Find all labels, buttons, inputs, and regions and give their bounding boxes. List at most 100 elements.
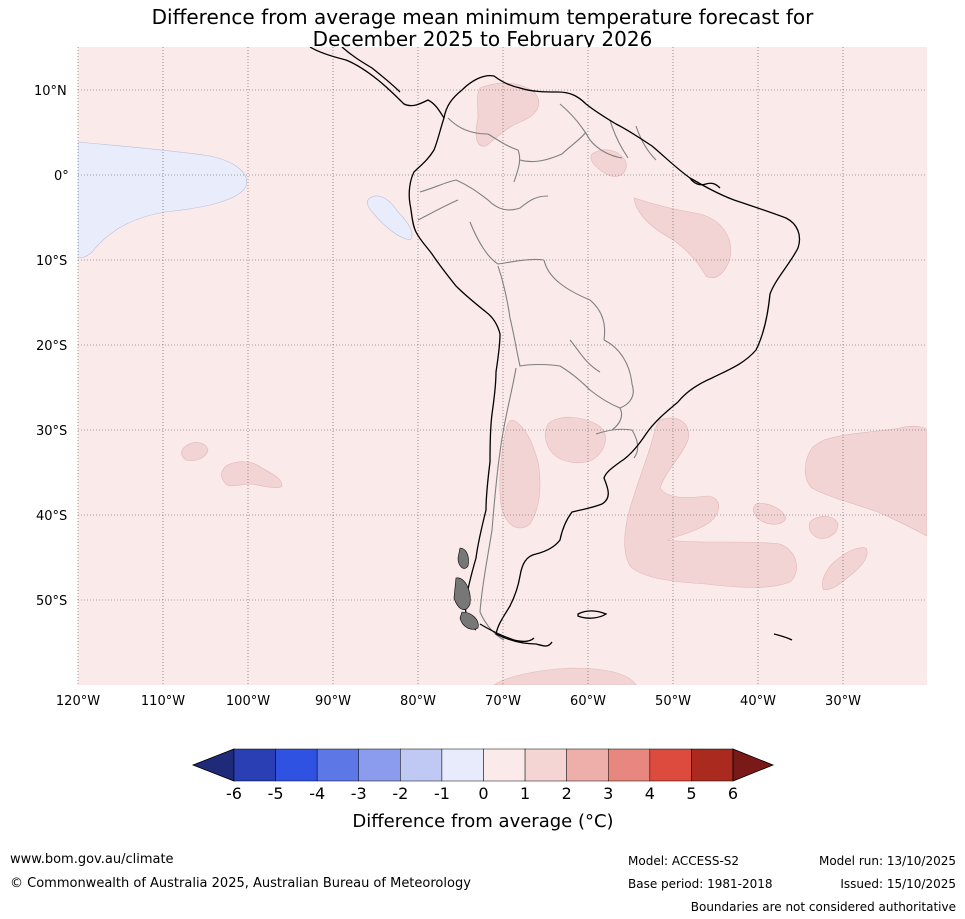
lon-label-90w: 90°W bbox=[315, 694, 351, 709]
archipelago-south bbox=[459, 611, 479, 630]
coastline-tierra-del-fuego bbox=[479, 623, 535, 642]
lat-label-40s: 40°S bbox=[36, 509, 67, 524]
colorbar-title: Difference from average (°C) bbox=[352, 811, 613, 832]
graticule bbox=[77, 47, 927, 685]
warm-anomaly-drake-passage bbox=[493, 667, 637, 685]
border-suriname bbox=[609, 119, 657, 161]
lat-label-10n: 10°N bbox=[34, 84, 67, 99]
coastline bbox=[309, 47, 801, 647]
cool-anomaly-region bbox=[78, 141, 248, 259]
colorbar-low-extend bbox=[191, 748, 235, 782]
border-peru-brazil bbox=[469, 221, 545, 265]
colorbar-cell bbox=[649, 748, 692, 782]
colorbar-tick-label: 4 bbox=[645, 784, 655, 803]
lon-label-110w: 110°W bbox=[141, 694, 185, 709]
colorbar-tick-label: 0 bbox=[478, 784, 488, 803]
lat-label-30s: 30°S bbox=[36, 424, 67, 439]
colorbar-cell bbox=[233, 748, 276, 782]
warm-anomaly-pacific-2 bbox=[221, 461, 283, 488]
colorbar-cell bbox=[608, 748, 651, 782]
footer-website[interactable]: www.bom.gov.au/climate bbox=[10, 852, 174, 867]
colorbar-tick-label: -6 bbox=[226, 784, 242, 803]
colorbar-tick-label: -1 bbox=[434, 784, 450, 803]
footer-issued: Issued: 15/10/2025 bbox=[840, 877, 956, 891]
colorbar-cell bbox=[441, 748, 484, 782]
colorbar-tick-label: 2 bbox=[562, 784, 572, 803]
lon-label-60w: 60°W bbox=[570, 694, 606, 709]
colorbar-tick-label: -4 bbox=[309, 784, 325, 803]
coastline-central-america bbox=[309, 47, 445, 119]
warm-anomaly-pacific-1 bbox=[181, 442, 209, 461]
colorbar-cell bbox=[566, 748, 609, 782]
lat-label-50s: 50°S bbox=[36, 594, 67, 609]
coastline-pacific-south-america bbox=[408, 117, 501, 631]
colorbar-tick-label: -5 bbox=[268, 784, 284, 803]
coastline-south-georgia bbox=[773, 633, 793, 641]
country-borders bbox=[417, 103, 657, 641]
lon-label-30w: 30°W bbox=[825, 694, 861, 709]
coastline-falklands bbox=[577, 610, 608, 619]
warm-anomaly-northeast-brazil bbox=[633, 197, 732, 278]
lon-label-120w: 120°W bbox=[56, 694, 100, 709]
colorbar-tick-label: 5 bbox=[686, 784, 696, 803]
lat-label-0: 0° bbox=[54, 169, 69, 184]
lon-label-40w: 40°W bbox=[740, 694, 776, 709]
colorbar-ticks: -6 -5 -4 -3 -2 -1 0 1 2 3 4 5 6 bbox=[226, 784, 738, 803]
colorbar-tick-label: 6 bbox=[728, 784, 738, 803]
lon-label-50w: 50°W bbox=[655, 694, 691, 709]
border-colombia-ecuador-peru bbox=[419, 179, 489, 201]
coastline-amazon-mouth bbox=[689, 177, 721, 189]
anomaly-shading bbox=[78, 82, 927, 685]
lon-labels: 120°W 110°W 100°W 90°W 80°W 70°W 60°W 50… bbox=[56, 694, 861, 709]
warm-anomaly-atlantic-small-3 bbox=[822, 547, 868, 591]
colorbar-cell bbox=[275, 748, 318, 782]
archipelago-chiloe bbox=[457, 547, 469, 569]
border-bolivia-brazil bbox=[543, 259, 606, 341]
map-title-line-2: December 2025 to February 2026 bbox=[312, 27, 653, 51]
warm-anomaly-far-east-atlantic bbox=[804, 426, 927, 537]
colorbar-tick-label: -2 bbox=[392, 784, 408, 803]
colorbar-cells bbox=[233, 748, 734, 782]
border-chile-argentina bbox=[479, 367, 517, 641]
footer-copyright: © Commonwealth of Australia 2025, Austra… bbox=[10, 876, 471, 891]
border-venezuela-brazil bbox=[519, 131, 587, 163]
colorbar-cell bbox=[524, 748, 567, 782]
colorbar-cell bbox=[483, 748, 526, 782]
colorbar-legend: -6 -5 -4 -3 -2 -1 0 1 2 3 4 5 6 Difference from aver… bbox=[191, 748, 775, 832]
lon-label-100w: 100°W bbox=[226, 694, 270, 709]
border-argentina-brazil-uruguay bbox=[595, 428, 639, 459]
border-colombia-brazil bbox=[487, 195, 549, 211]
border-paraguay-brazil bbox=[603, 339, 634, 409]
cool-anomaly-galapagos bbox=[367, 195, 413, 241]
warm-anomaly-uruguay bbox=[544, 416, 606, 463]
footer-base-period: Base period: 1981-2018 bbox=[628, 877, 773, 891]
footer-model-run: Model run: 13/10/2025 bbox=[818, 854, 956, 868]
footer-disclaimer: Boundaries are not considered authoritat… bbox=[690, 900, 956, 914]
lon-label-70w: 70°W bbox=[485, 694, 521, 709]
border-peru-bolivia bbox=[497, 265, 511, 319]
map-title-line-1: Difference from average mean minimum tem… bbox=[151, 5, 814, 29]
colorbar-cell bbox=[400, 748, 443, 782]
border-guyana bbox=[559, 103, 623, 159]
coastline-central-america-caribbean bbox=[341, 47, 401, 93]
colorbar-tick-label: -3 bbox=[351, 784, 367, 803]
border-colombia-venezuela bbox=[447, 117, 521, 183]
colorbar-cell bbox=[316, 748, 360, 782]
border-ecuador-peru bbox=[417, 199, 459, 221]
border-argentina-paraguay bbox=[589, 389, 623, 431]
colorbar-tick-label: 1 bbox=[520, 784, 530, 803]
border-bolivia-chile-argentina bbox=[509, 317, 591, 391]
archipelago-central bbox=[453, 577, 471, 610]
colorbar-cell bbox=[358, 748, 401, 782]
border-bolivia-paraguay bbox=[569, 339, 601, 373]
lat-label-10s: 10°S bbox=[36, 254, 67, 269]
warm-anomaly-south-atlantic bbox=[624, 417, 797, 588]
footer-model: Model: ACCESS-S2 bbox=[628, 854, 740, 868]
warm-anomaly-atlantic-small-2 bbox=[808, 515, 839, 539]
colorbar-cell bbox=[691, 748, 734, 782]
colorbar-high-extend bbox=[732, 748, 775, 782]
warm-anomaly-atlantic-small-1 bbox=[753, 503, 787, 525]
warm-anomaly-argentina-west bbox=[499, 419, 541, 529]
coastline-south-america bbox=[443, 74, 801, 647]
